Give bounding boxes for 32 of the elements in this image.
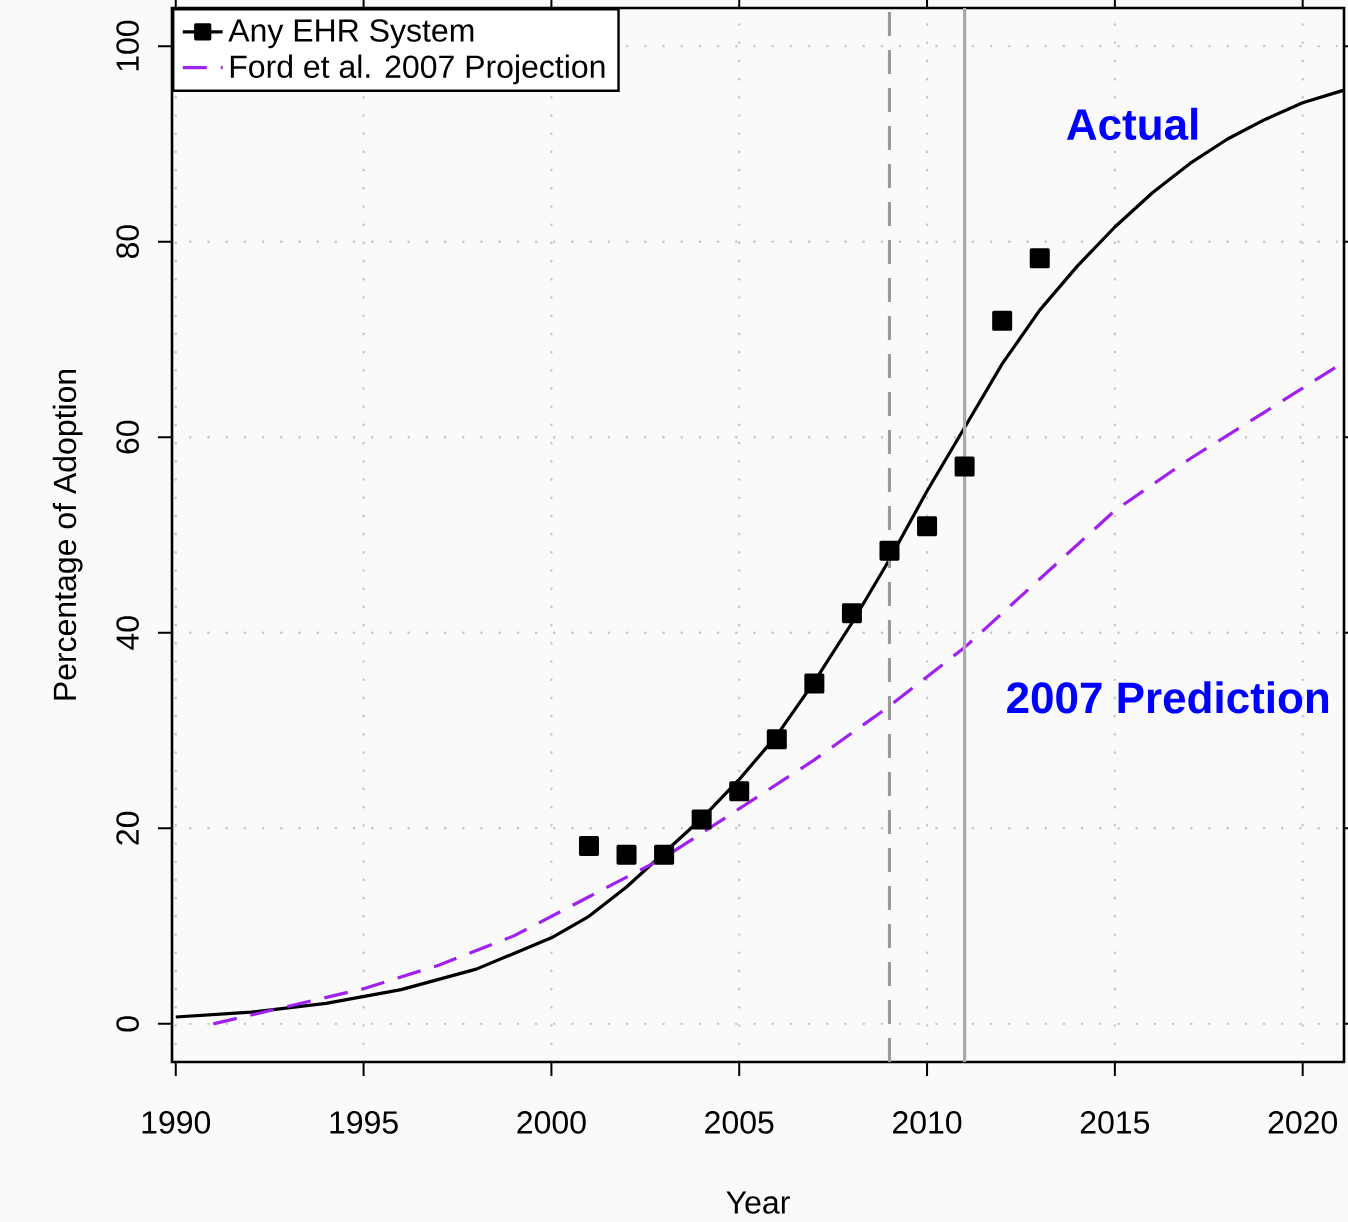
y-tick-label: 60 [116,420,139,454]
y-tick-label: 0 [116,1016,139,1032]
legend-label: Any EHR System [228,19,474,49]
point [616,844,637,865]
point [691,809,712,830]
x-tick-label: 2010 [893,1111,962,1134]
x-tick-label: 2000 [517,1111,586,1134]
annotation: 2007 Prediction [1007,681,1329,714]
point [729,781,750,802]
point [766,729,787,750]
x-tick-label: 1995 [330,1111,398,1134]
point [879,540,900,561]
point [578,835,599,856]
point [1029,248,1050,269]
x-axis-title: Year [726,1191,790,1214]
point [654,844,675,865]
x-tick-label: 2015 [1080,1111,1150,1134]
legend-label: Ford et al. 2007 Projection [230,54,605,85]
y-tick-label: 40 [116,616,139,650]
x-tick-label: 2005 [705,1111,774,1134]
point [917,516,938,537]
point [992,310,1013,331]
y-tick-label: 80 [116,225,139,259]
y-tick-label: 100 [116,20,139,71]
point [954,456,975,477]
y-tick-label: 20 [116,811,139,845]
x-tick-label: 2020 [1268,1111,1337,1134]
y-axis-title: Percentage of Adoption [52,369,83,700]
x-tick-label: 1990 [142,1111,211,1134]
point [841,603,862,624]
annotation: Actual [1066,107,1198,141]
point [804,673,825,694]
